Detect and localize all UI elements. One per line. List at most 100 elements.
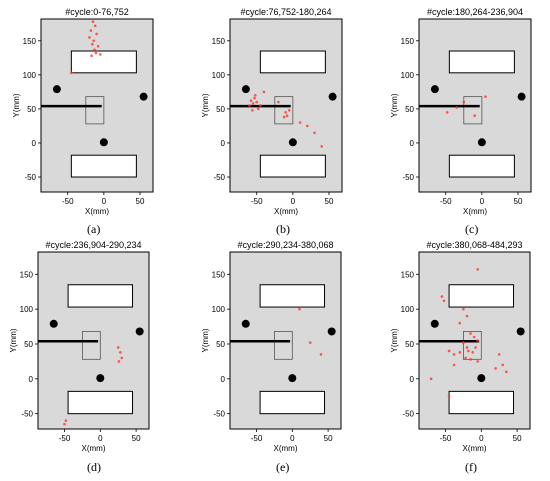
panel-title: #cycle:0-76,752 [65, 7, 129, 17]
x-tick-label: 0 [98, 434, 103, 443]
panel-a: -50 0 50 -50 0 50 100 150 #cycle:0-76,752 X(mm) Y(… [12, 7, 154, 216]
data-point [320, 145, 324, 148]
x-axis-label: X(mm) [274, 444, 298, 453]
data-point [89, 29, 93, 32]
y-tick-label: -50 [213, 173, 225, 182]
panel-label-c: (c) [465, 222, 479, 236]
y-tick-label: 50 [405, 105, 414, 114]
data-point [455, 106, 458, 109]
center-square [274, 96, 294, 125]
data-point [462, 100, 466, 104]
lower-obstacle [259, 390, 326, 415]
data-point [306, 124, 309, 128]
data-point [313, 131, 316, 135]
data-point [447, 349, 451, 353]
x-tick-label: -50 [440, 434, 452, 443]
data-point [298, 121, 302, 124]
y-tick-label: 100 [212, 71, 226, 80]
data-point [442, 299, 446, 303]
x-tick-label: 50 [136, 197, 145, 206]
y-tick-label: 50 [216, 105, 225, 114]
data-point [501, 363, 505, 367]
data-point [255, 100, 259, 104]
panel-c: -50 0 50 -50 0 50 100 150 #cycle:180,264-236,904… [390, 7, 532, 216]
upper-obstacle [448, 284, 515, 308]
x-tick-label: -50 [251, 197, 263, 206]
data-point [284, 111, 287, 114]
data-point [445, 111, 449, 114]
y-tick-label: 50 [405, 340, 414, 349]
data-point [93, 24, 97, 28]
data-point [474, 346, 477, 349]
center-marker [99, 138, 108, 147]
data-point [262, 90, 266, 94]
right-marker [139, 92, 148, 101]
data-point [94, 51, 98, 55]
data-point [476, 360, 480, 363]
left-marker [241, 319, 250, 328]
panel-label-a: (a) [87, 222, 101, 236]
data-point [471, 351, 475, 354]
y-tick-label: 100 [23, 71, 37, 80]
y-tick-label: -50 [24, 173, 36, 182]
panel-title: #cycle:76,752-180,264 [240, 7, 331, 17]
y-tick-label: 0 [221, 375, 226, 384]
panel-title: #cycle:380,068-484,293 [426, 240, 522, 250]
y-tick-label: 150 [212, 37, 226, 46]
left-marker [430, 85, 439, 94]
data-point [285, 114, 289, 118]
data-point [64, 419, 68, 422]
panel-label-b: (b) [276, 222, 290, 236]
x-axis-label: X(mm) [463, 207, 487, 216]
data-point [472, 335, 476, 339]
lower-obstacle [70, 154, 137, 178]
y-tick-label: 150 [401, 270, 415, 279]
x-tick-label: -50 [62, 197, 74, 206]
data-point [462, 341, 465, 344]
panel-title: #cycle:180,264-236,904 [427, 7, 523, 17]
data-point [505, 370, 508, 374]
data-point [458, 321, 462, 325]
y-axis-label: Y(mm) [201, 93, 210, 117]
x-tick-label: 0 [480, 197, 485, 206]
panel-b: -50 0 50 -50 0 50 100 150 #cycle:76,752-180,264 X… [201, 7, 343, 216]
x-tick-label: 0 [102, 197, 107, 206]
data-point [91, 42, 94, 46]
y-tick-label: -50 [213, 410, 225, 419]
right-marker [327, 327, 336, 336]
y-axis-label: Y(mm) [390, 328, 399, 352]
x-tick-label: 50 [513, 434, 522, 443]
data-point [91, 20, 95, 24]
data-point [251, 108, 254, 112]
data-point [447, 394, 451, 398]
left-marker [241, 85, 250, 94]
data-point [96, 44, 100, 48]
data-point [90, 54, 93, 58]
data-point [63, 422, 66, 426]
y-tick-label: 150 [212, 270, 226, 279]
y-tick-label: 50 [27, 105, 36, 114]
data-point [458, 351, 462, 354]
data-point [95, 32, 98, 36]
data-point [259, 104, 262, 107]
right-marker [135, 327, 144, 336]
center-marker [477, 374, 486, 383]
y-tick-label: 100 [401, 71, 415, 80]
upper-obstacle [448, 50, 515, 74]
y-tick-label: 50 [216, 340, 225, 349]
data-point [253, 93, 257, 97]
center-marker [288, 138, 297, 147]
x-tick-label: 0 [290, 434, 295, 443]
lower-obstacle [448, 154, 515, 178]
center-square [462, 331, 482, 360]
data-point [319, 353, 323, 356]
panel-title: #cycle:236,904-290,234 [45, 240, 141, 250]
data-point [287, 108, 291, 112]
data-point [119, 351, 122, 354]
center-square [85, 96, 105, 125]
y-tick-label: 100 [20, 305, 34, 314]
data-point [465, 314, 469, 318]
data-point [452, 363, 456, 367]
data-point [464, 356, 467, 360]
y-tick-label: -50 [402, 410, 414, 419]
